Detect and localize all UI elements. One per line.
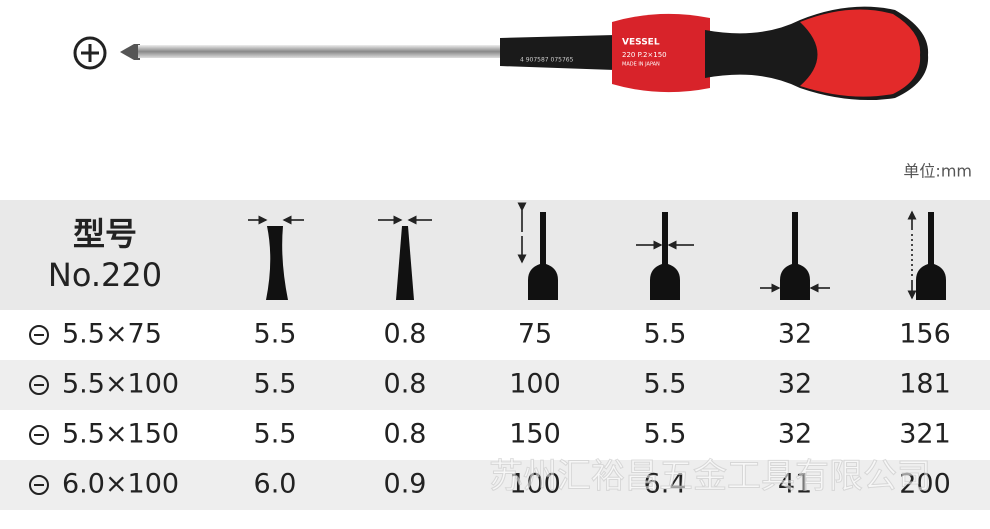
value-cell: 5.5 <box>254 319 297 350</box>
value-cell: 0.8 <box>384 319 427 350</box>
origin: MADE IN JAPAN <box>622 62 660 68</box>
barcode: 4 907587 075765 <box>520 57 574 64</box>
value-cell: 181 <box>899 369 951 400</box>
row-band <box>0 460 990 510</box>
brand: VESSEL <box>622 38 660 48</box>
value-cell: 5.5 <box>644 419 687 450</box>
table-body: 5.5×75 5.5 0.8 75 5.5 32 156 5.5×100 5.5 0.8 100 5.… <box>0 319 990 510</box>
value-cell: 100 <box>509 369 561 400</box>
phillips-icon <box>73 36 107 70</box>
slotted-icon <box>29 475 49 495</box>
value-cell: 32 <box>778 369 812 400</box>
value-cell: 0.9 <box>384 469 427 500</box>
model-print: 220 P.2×150 <box>622 51 667 59</box>
value-cell: 5.5 <box>644 369 687 400</box>
model-label: 型号 <box>73 215 137 253</box>
slotted-icon <box>29 375 49 395</box>
value-cell: 5.5 <box>254 419 297 450</box>
value-cell: 6.4 <box>644 469 687 500</box>
model-cell: 5.5×100 <box>62 369 179 400</box>
model-cell: 6.0×100 <box>62 469 179 500</box>
watermark: 苏州汇裕昌五金工具有限公司 <box>489 457 931 497</box>
value-cell: 150 <box>509 419 561 450</box>
value-cell: 5.5 <box>254 369 297 400</box>
model-cell: 5.5×150 <box>62 419 179 450</box>
slotted-icon <box>29 425 49 445</box>
value-cell: 32 <box>778 319 812 350</box>
value-cell: 200 <box>899 469 951 500</box>
value-cell: 6.0 <box>254 469 297 500</box>
slotted-icon <box>29 325 49 345</box>
value-cell: 100 <box>509 469 561 500</box>
model-cell: 5.5×75 <box>62 319 162 350</box>
value-cell: 32 <box>778 419 812 450</box>
row-band <box>0 360 990 410</box>
header-band <box>0 200 990 310</box>
dimension-icons <box>248 202 946 300</box>
value-cell: 0.8 <box>384 419 427 450</box>
value-cell: 156 <box>899 319 951 350</box>
value-cell: 75 <box>518 319 552 350</box>
value-cell: 5.5 <box>644 319 687 350</box>
value-cell: 321 <box>899 419 951 450</box>
model-number: No.220 <box>48 256 162 294</box>
screwdriver: VESSEL 220 P.2×150 MADE IN JAPAN 4 90758… <box>120 6 929 101</box>
unit-label: 单位:mm <box>903 162 972 181</box>
value-cell: 0.8 <box>384 369 427 400</box>
value-cell: 41 <box>778 469 812 500</box>
